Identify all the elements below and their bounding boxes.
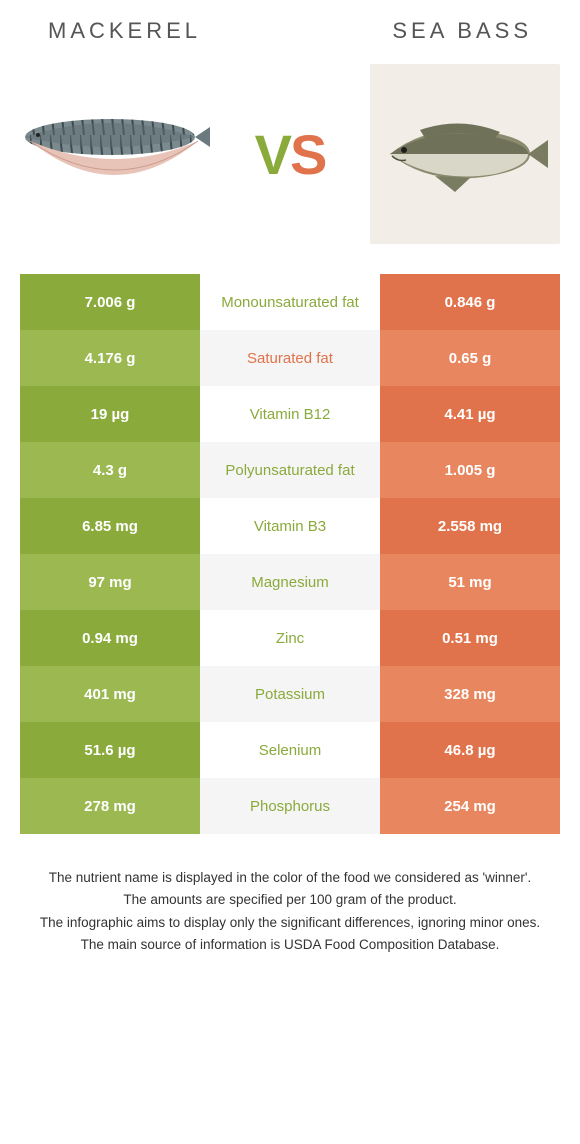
nutrient-name: Saturated fat <box>200 330 380 386</box>
right-value: 51 mg <box>380 554 560 610</box>
right-value: 2.558 mg <box>380 498 560 554</box>
table-row: 0.94 mgZinc0.51 mg <box>20 610 560 666</box>
table-row: 97 mgMagnesium51 mg <box>20 554 560 610</box>
left-value: 51.6 µg <box>20 722 200 778</box>
table-row: 4.176 gSaturated fat0.65 g <box>20 330 560 386</box>
right-value: 0.846 g <box>380 274 560 330</box>
footer-line-4: The main source of information is USDA F… <box>36 935 544 955</box>
left-value: 97 mg <box>20 554 200 610</box>
seabass-image <box>370 64 560 244</box>
vs-label: VS <box>255 122 326 187</box>
footer-notes: The nutrient name is displayed in the co… <box>0 834 580 955</box>
nutrient-name: Potassium <box>200 666 380 722</box>
left-food-title: MACKEREL <box>48 18 201 44</box>
table-row: 401 mgPotassium328 mg <box>20 666 560 722</box>
footer-line-2: The amounts are specified per 100 gram o… <box>36 890 544 910</box>
right-food-title: SEA BASS <box>392 18 532 44</box>
nutrient-name: Vitamin B12 <box>200 386 380 442</box>
vs-v: V <box>255 123 290 186</box>
right-value: 1.005 g <box>380 442 560 498</box>
table-row: 4.3 gPolyunsaturated fat1.005 g <box>20 442 560 498</box>
right-value: 46.8 µg <box>380 722 560 778</box>
nutrient-name: Phosphorus <box>200 778 380 834</box>
right-value: 254 mg <box>380 778 560 834</box>
header: MACKEREL SEA BASS <box>0 0 580 44</box>
table-row: 7.006 gMonounsaturated fat0.846 g <box>20 274 560 330</box>
left-value: 401 mg <box>20 666 200 722</box>
nutrient-name: Selenium <box>200 722 380 778</box>
nutrient-name: Zinc <box>200 610 380 666</box>
nutrient-name: Monounsaturated fat <box>200 274 380 330</box>
nutrient-table: 7.006 gMonounsaturated fat0.846 g4.176 g… <box>20 274 560 834</box>
right-value: 0.51 mg <box>380 610 560 666</box>
left-value: 7.006 g <box>20 274 200 330</box>
table-row: 19 µgVitamin B124.41 µg <box>20 386 560 442</box>
vs-s: S <box>290 123 325 186</box>
right-value: 328 mg <box>380 666 560 722</box>
left-value: 6.85 mg <box>20 498 200 554</box>
table-row: 6.85 mgVitamin B32.558 mg <box>20 498 560 554</box>
footer-line-3: The infographic aims to display only the… <box>36 913 544 933</box>
hero-row: VS <box>0 44 580 274</box>
left-value: 0.94 mg <box>20 610 200 666</box>
nutrient-name: Polyunsaturated fat <box>200 442 380 498</box>
right-value: 0.65 g <box>380 330 560 386</box>
mackerel-image <box>20 64 210 244</box>
right-value: 4.41 µg <box>380 386 560 442</box>
seabass-icon <box>380 114 550 194</box>
footer-line-1: The nutrient name is displayed in the co… <box>36 868 544 888</box>
left-value: 4.176 g <box>20 330 200 386</box>
left-value: 278 mg <box>20 778 200 834</box>
table-row: 278 mgPhosphorus254 mg <box>20 778 560 834</box>
mackerel-icon <box>20 99 210 209</box>
nutrient-name: Vitamin B3 <box>200 498 380 554</box>
left-value: 19 µg <box>20 386 200 442</box>
nutrient-name: Magnesium <box>200 554 380 610</box>
table-row: 51.6 µgSelenium46.8 µg <box>20 722 560 778</box>
left-value: 4.3 g <box>20 442 200 498</box>
